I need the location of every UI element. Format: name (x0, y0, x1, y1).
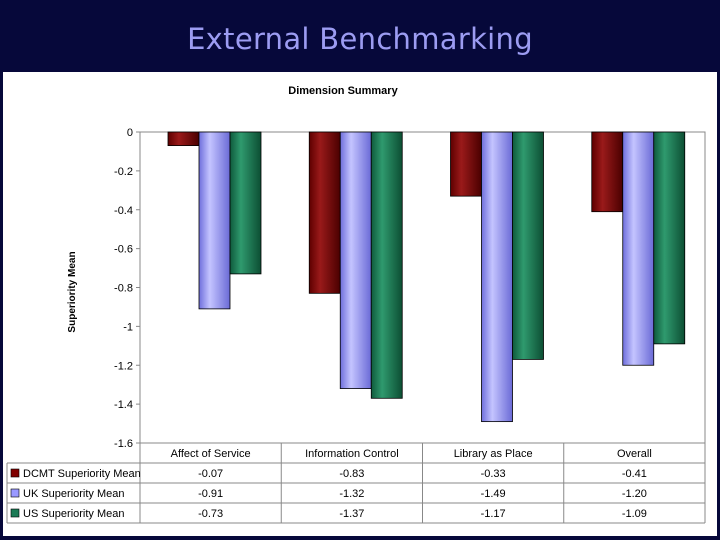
y-tick-label: -0.4 (114, 205, 133, 217)
legend-label: US Superiority Mean (23, 508, 125, 520)
category-label: Information Control (305, 448, 399, 460)
data-value: -1.09 (622, 508, 647, 520)
y-tick-label: -0.2 (114, 166, 133, 178)
bar (591, 131, 624, 213)
legend-swatch (10, 488, 20, 498)
bar (481, 131, 513, 423)
data-value: -0.07 (198, 468, 223, 480)
bar (450, 131, 482, 197)
data-value: -0.33 (481, 468, 506, 480)
y-tick-label: 0 (127, 127, 133, 139)
bar (653, 131, 686, 345)
y-tick-label: -0.8 (114, 283, 133, 295)
bar (308, 131, 341, 294)
y-tick-label: -0.6 (114, 244, 133, 256)
data-value: -1.49 (481, 488, 506, 500)
legend-swatch (10, 508, 20, 518)
bar (229, 131, 262, 275)
category-label: Overall (617, 448, 652, 460)
chart-panel: Dimension Summary Superiority Mean 0 -0.2… (3, 72, 717, 536)
y-axis-label: Superiority Mean (67, 251, 78, 332)
y-tick-label: -1.6 (114, 438, 133, 450)
bar (198, 131, 231, 310)
data-value: -1.20 (622, 488, 647, 500)
y-tick-label: -1 (123, 321, 133, 333)
slide-title: External Benchmarking (187, 22, 533, 56)
bar (339, 131, 372, 389)
chart-title: Dimension Summary (288, 85, 398, 97)
data-value: -1.17 (481, 508, 506, 520)
data-value: -0.41 (622, 468, 647, 480)
data-value: -1.32 (339, 488, 364, 500)
data-value: -1.37 (339, 508, 364, 520)
legend-swatch (10, 468, 20, 478)
category-label: Affect of Service (171, 448, 251, 460)
y-tick-label: -1.2 (114, 360, 133, 372)
y-tick-label: -1.4 (114, 399, 133, 411)
bar (512, 131, 544, 360)
bar (370, 131, 403, 399)
data-value: -0.91 (198, 488, 223, 500)
plot-area: 0 -0.2 -0.4 -0.6 -0.8 -1 -1.2 -1.4 -1.6 Affect of… (6, 127, 706, 524)
bar (167, 131, 200, 147)
bar-chart: Dimension Summary Superiority Mean 0 -0.2… (6, 85, 706, 524)
data-value: -0.83 (339, 468, 364, 480)
legend-label: UK Superiority Mean (23, 488, 125, 500)
data-value: -0.73 (198, 508, 223, 520)
category-label: Library as Place (454, 448, 533, 460)
legend-label: DCMT Superiority Mean (23, 468, 141, 480)
bar (622, 131, 655, 366)
